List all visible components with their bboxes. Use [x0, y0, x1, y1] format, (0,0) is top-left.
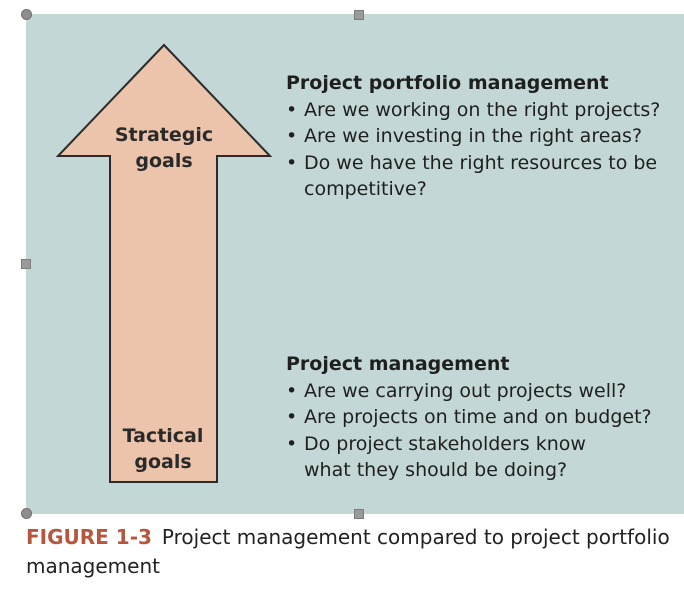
list-item-text: Are we investing in the right areas?	[304, 125, 642, 147]
figure-caption: FIGURE 1-3 Project management compared to…	[26, 523, 676, 581]
figure-number: FIGURE 1-3	[26, 525, 152, 549]
list-item: • Are we carrying out projects well?	[286, 378, 671, 405]
bullet-icon: •	[286, 378, 297, 405]
list-item-text: Are projects on time and on budget?	[304, 406, 652, 428]
list-item-text: Are we carrying out projects well?	[304, 380, 626, 402]
list-item: • Are projects on time and on budget?	[286, 404, 671, 431]
project-management-block: Project management • Are we carrying out …	[286, 351, 671, 484]
tactical-goals-line2: goals	[110, 449, 216, 475]
list-item: • Are we working on the right projects?	[286, 97, 671, 124]
tactical-goals-line1: Tactical	[110, 423, 216, 449]
bullet-icon: •	[286, 123, 297, 150]
bullet-icon: •	[286, 404, 297, 431]
bullet-icon: •	[286, 431, 297, 458]
list-item: • Do we have the right resources to be co…	[286, 150, 664, 203]
bullet-icon: •	[286, 97, 297, 124]
list-item: • Do project stakeholders know what they …	[286, 431, 604, 484]
portfolio-management-block: Project portfolio management • Are we wor…	[286, 70, 671, 203]
list-item-text: Do we have the right resources to be com…	[304, 152, 657, 201]
list-item: • Are we investing in the right areas?	[286, 123, 671, 150]
portfolio-management-heading: Project portfolio management	[286, 70, 671, 97]
project-management-heading: Project management	[286, 351, 671, 378]
portfolio-questions-list: • Are we working on the right projects? •…	[286, 97, 671, 203]
up-arrow-shape	[58, 45, 270, 482]
bullet-icon: •	[286, 150, 297, 177]
strategic-goals-label: Strategic goals	[84, 122, 244, 174]
project-questions-list: • Are we carrying out projects well? • Are…	[286, 378, 671, 484]
list-item-text: Do project stakeholders know what they s…	[304, 433, 586, 482]
tactical-goals-label: Tactical goals	[110, 423, 216, 475]
list-item-text: Are we working on the right projects?	[304, 99, 660, 121]
